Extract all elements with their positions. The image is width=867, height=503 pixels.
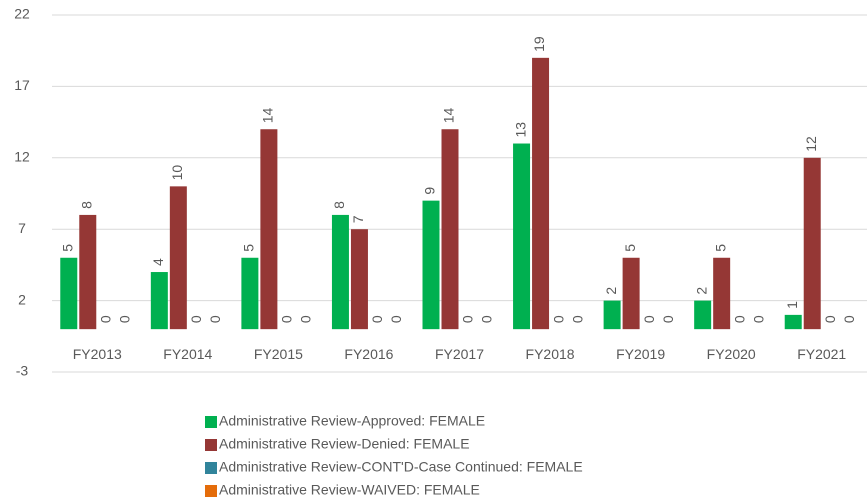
legend-label: Administrative Review-Denied: FEMALE (219, 436, 470, 452)
data-label: 2 (693, 287, 709, 295)
data-label: 1 (784, 301, 800, 309)
data-label: 0 (641, 315, 657, 323)
x-tick-label: FY2020 (707, 346, 756, 362)
data-label: 5 (59, 244, 75, 252)
bar (713, 257, 731, 330)
bar (513, 143, 531, 330)
data-label: 8 (78, 201, 94, 209)
bar (241, 257, 259, 330)
bar (350, 229, 368, 330)
legend-swatch (205, 416, 217, 428)
bar (260, 129, 278, 330)
data-label: 0 (207, 315, 223, 323)
bar (694, 300, 712, 330)
data-label: 10 (169, 165, 185, 181)
bar (532, 57, 550, 330)
x-tick-label: FY2015 (254, 346, 303, 362)
data-label: 7 (350, 215, 366, 223)
y-tick-label: 22 (14, 6, 30, 22)
data-label: 14 (260, 107, 276, 123)
data-label: 0 (279, 315, 295, 323)
x-tick-label: FY2018 (526, 346, 575, 362)
bar (603, 300, 621, 330)
data-label: 0 (750, 315, 766, 323)
legend-label: Administrative Review-CONT'D-Case Contin… (219, 459, 583, 475)
y-tick-label: 17 (14, 77, 30, 93)
bar (441, 129, 459, 330)
bar (331, 214, 349, 330)
y-tick-label: -3 (16, 363, 29, 379)
legend-swatch (205, 462, 217, 474)
data-label: 0 (97, 315, 113, 323)
bar (169, 186, 187, 330)
data-label: 0 (188, 315, 204, 323)
x-tick-label: FY2013 (73, 346, 122, 362)
bar (803, 157, 821, 330)
data-label: 0 (460, 315, 476, 323)
data-label: 12 (803, 136, 819, 152)
legend-swatch (205, 485, 217, 497)
x-tick-label: FY2019 (616, 346, 665, 362)
data-label: 2 (603, 287, 619, 295)
data-label: 4 (150, 258, 166, 266)
x-tick-label: FY2016 (344, 346, 393, 362)
data-label: 0 (660, 315, 676, 323)
bar (622, 257, 640, 330)
data-label: 0 (550, 315, 566, 323)
x-tick-label: FY2021 (797, 346, 846, 362)
y-tick-label: 2 (18, 291, 26, 307)
data-label: 5 (241, 244, 257, 252)
data-label: 0 (388, 315, 404, 323)
data-label: 0 (822, 315, 838, 323)
data-label: 0 (298, 315, 314, 323)
data-label: 5 (712, 244, 728, 252)
x-tick-label: FY2014 (163, 346, 212, 362)
x-tick-label: FY2017 (435, 346, 484, 362)
data-label: 0 (116, 315, 132, 323)
data-label: 0 (569, 315, 585, 323)
legend-swatch (205, 439, 217, 451)
y-tick-label: 12 (14, 149, 30, 165)
data-label: 0 (731, 315, 747, 323)
data-label: 13 (512, 122, 528, 138)
data-label: 0 (841, 315, 857, 323)
bar (784, 314, 802, 330)
bar (60, 257, 78, 330)
data-label: 14 (441, 107, 457, 123)
data-label: 8 (331, 201, 347, 209)
bar (422, 200, 440, 330)
data-label: 5 (622, 244, 638, 252)
bar (79, 214, 97, 330)
legend-label: Administrative Review-WAIVED: FEMALE (219, 482, 480, 498)
data-label: 0 (369, 315, 385, 323)
data-label: 9 (422, 187, 438, 195)
y-tick-label: 7 (18, 220, 26, 236)
data-label: 19 (531, 36, 547, 52)
legend-label: Administrative Review-Approved: FEMALE (219, 413, 485, 429)
bar (150, 272, 168, 330)
data-label: 0 (479, 315, 495, 323)
